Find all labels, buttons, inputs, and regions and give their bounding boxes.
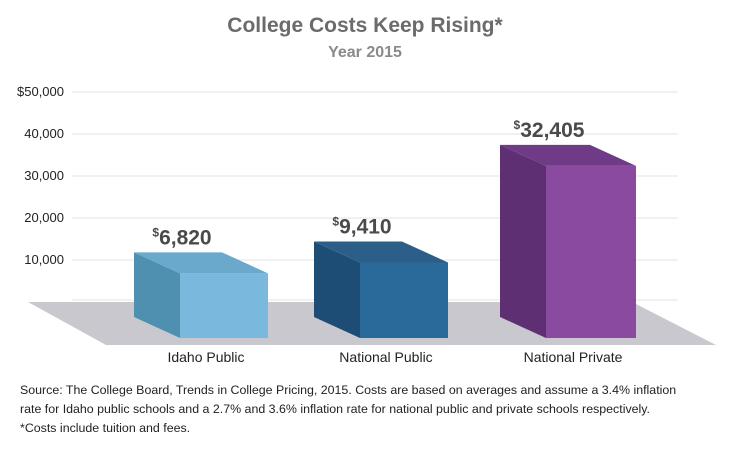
bar-top-face: [134, 252, 268, 274]
y-tick-label: 10,000: [24, 252, 64, 267]
chart-title: College Costs Keep Rising*: [227, 14, 503, 37]
x-tick-label: National Public: [339, 349, 432, 365]
bar: [134, 252, 268, 338]
value-label: $32,405: [514, 118, 585, 142]
bar-front-face: [180, 273, 268, 338]
bar: [314, 241, 448, 338]
y-tick-label: $50,000: [17, 84, 64, 99]
bar-chart: 10,000 20,000 30,000 40,000 $50,000 Idaho Pu…: [17, 84, 716, 365]
footnote: Source: The College Board, Trends in Col…: [20, 381, 720, 438]
x-tick-label: Idaho Public: [167, 349, 244, 365]
bar-side-face: [500, 144, 546, 338]
y-tick-label: 30,000: [24, 168, 64, 183]
chart-subtitle: Year 2015: [328, 44, 402, 61]
footnote-line: Source: The College Board, Trends in Col…: [20, 383, 677, 397]
y-tick-label: 40,000: [24, 126, 64, 141]
value-labels: $6,820 $9,410 $32,405: [152, 118, 584, 249]
y-axis: 10,000 20,000 30,000 40,000 $50,000: [17, 84, 64, 267]
x-tick-label: National Private: [524, 349, 623, 365]
bar-front-face: [360, 262, 448, 338]
y-tick-label: 20,000: [24, 210, 64, 225]
bar: [500, 144, 636, 338]
bar-side-face: [314, 241, 360, 338]
bar-front-face: [546, 165, 636, 338]
footnote-line: *Costs include tuition and fees.: [20, 421, 191, 435]
bar-side-face: [134, 252, 180, 338]
bar-top-face: [314, 241, 448, 263]
bar-top-face: [500, 144, 636, 166]
x-axis: Idaho Public National Public National Priv…: [167, 349, 622, 365]
value-label: $6,820: [152, 225, 211, 249]
footnote-line: rate for Idaho public schools and a 2.7%…: [20, 402, 651, 416]
bars: [134, 144, 636, 338]
value-label: $9,410: [332, 214, 391, 238]
